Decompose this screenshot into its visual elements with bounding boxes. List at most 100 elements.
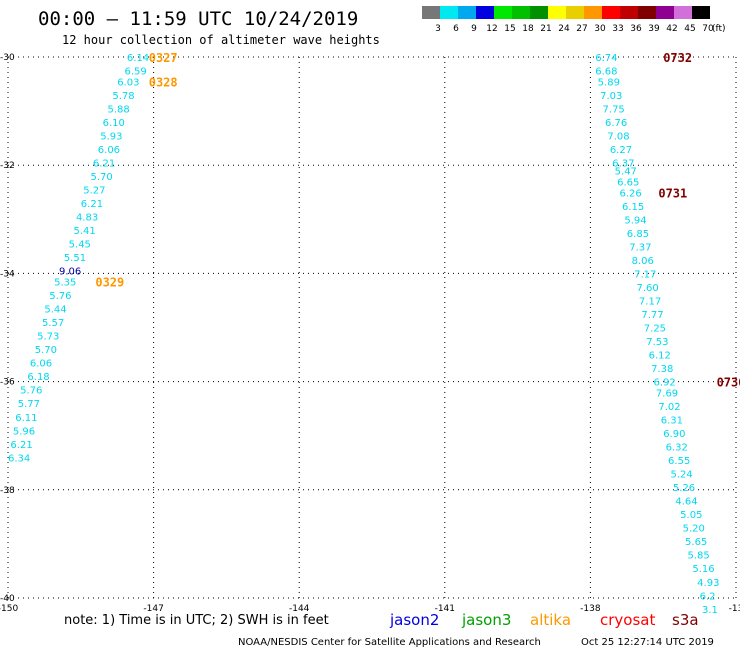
legend-swatch: [512, 6, 530, 19]
legend-label: 39: [648, 24, 660, 34]
legend-swatch: [530, 6, 548, 19]
wave-height-label: 7.77: [641, 310, 663, 321]
wave-height-label: 6.37: [612, 158, 634, 169]
wave-height-label: 3.1: [702, 605, 718, 616]
wave-height-label: 7.38: [651, 364, 673, 375]
legend-label: 42: [666, 24, 677, 34]
wave-height-label: 5.41: [74, 226, 96, 237]
chart-grid: [7, 56, 737, 599]
x-tick-label: -141: [435, 604, 455, 614]
satellite-name: jason3: [461, 611, 511, 629]
wave-height-label: 7.75: [603, 104, 625, 115]
legend-swatch: [656, 6, 674, 19]
legend-swatch: [584, 6, 602, 19]
data-labels: 6.14 6.596.03 5.78 5.88 6.10 5.93 6.06 6.21 5.70…: [8, 53, 719, 616]
wave-height-label: 6.18: [27, 372, 49, 383]
wave-height-label: 6.90: [663, 429, 685, 440]
wave-height-label: 6.21: [81, 199, 103, 210]
legend-label: 21: [540, 24, 551, 34]
legend-unit: (ft): [712, 24, 726, 34]
wave-height-label: 5.51: [64, 253, 86, 264]
legend-swatch: [674, 6, 692, 19]
legend-label: 12: [486, 24, 497, 34]
wave-height-label: 6.14: [127, 53, 149, 64]
time-annotation: 0731: [658, 186, 687, 200]
wave-height-label: 5.05: [680, 510, 702, 521]
wave-height-label: 5.94: [624, 215, 646, 226]
wave-height-label: 4.83: [76, 213, 98, 224]
legend-label: 45: [684, 24, 695, 34]
legend-label: 33: [612, 24, 623, 34]
wave-height-label: 5.65: [685, 537, 707, 548]
wave-height-label: 6.74: [595, 53, 617, 64]
wave-height-label: 5.24: [670, 470, 692, 481]
legend-label: 36: [630, 24, 642, 34]
satellite-name: altika: [530, 611, 571, 629]
wave-height-label: 6.06: [98, 145, 120, 156]
wave-height-label: 6.65: [617, 177, 639, 188]
wave-height-label: 6.11: [15, 413, 37, 424]
credit-text: NOAA/NESDIS Center for Satellite Applica…: [238, 637, 541, 648]
y-tick-label: -34: [0, 269, 15, 279]
legend-label: 27: [576, 24, 587, 34]
x-tick-label: -138: [580, 604, 601, 614]
legend-swatch: [422, 6, 440, 19]
x-tick-label: -150: [0, 604, 18, 614]
wave-height-label: 5.89: [598, 77, 620, 88]
wave-height-label: 5.93: [100, 131, 122, 142]
legend-swatch: [548, 6, 566, 19]
satellite-name: s3a: [672, 611, 699, 629]
wave-height-label: 7.17: [634, 269, 656, 280]
wave-height-label: 6.21: [10, 440, 32, 451]
legend-label: 18: [522, 24, 534, 34]
x-tick-label: -13: [729, 604, 740, 614]
color-legend: 3 6 9 12 15 18 21 24 27 30 33 36 39 42 45 70(ft): [422, 6, 726, 34]
wave-height-label: 5.26: [673, 483, 695, 494]
wave-height-label: 6.59: [124, 67, 146, 78]
wave-height-label: 5.47: [615, 167, 637, 178]
wave-height-label: 5.70: [35, 345, 57, 356]
legend-label: 6: [453, 24, 459, 34]
wave-height-label: 7.17: [639, 296, 661, 307]
wave-height-label: 7.37: [629, 242, 651, 253]
wave-height-label: 5.77: [18, 399, 40, 410]
wave-height-label: 5.20: [683, 524, 705, 535]
chart-title: 00:00 – 11:59 UTC 10/24/2019: [38, 8, 358, 30]
legend-swatch: [458, 6, 476, 19]
wave-height-label: 8.06: [632, 256, 654, 267]
legend-swatch: [476, 6, 494, 19]
wave-height-label: 7.08: [607, 131, 629, 142]
wave-height-label: 6.32: [666, 443, 688, 454]
wave-height-label: 6.21: [93, 158, 115, 169]
wave-height-label: 5.88: [107, 104, 129, 115]
y-tick-label: -32: [0, 161, 15, 171]
time-annotation: 0329: [95, 276, 124, 290]
legend-swatch: [602, 6, 620, 19]
time-annotation: 0327: [149, 51, 178, 65]
wave-height-label: 5.76: [49, 291, 71, 302]
x-tick-label: -147: [143, 604, 163, 614]
wave-height-label: 6.68: [595, 67, 617, 78]
wave-height-label: 6.03: [117, 77, 139, 88]
wave-height-label: 6.2: [700, 591, 716, 602]
wave-height-label: 6.15: [622, 202, 644, 213]
y-tick-label: -30: [0, 53, 15, 63]
satellite-name: jason2: [389, 611, 439, 629]
wave-height-label: 7.02: [658, 402, 680, 413]
chart-subtitle: 12 hour collection of altimeter wave hei…: [62, 33, 380, 47]
y-tick-label: -36: [0, 378, 15, 388]
wave-height-label: 5.76: [20, 386, 42, 397]
footnote: note: 1) Time is in UTC; 2) SWH is in fe…: [64, 613, 329, 628]
wave-height-label: 6.55: [668, 456, 690, 467]
y-tick-label: -38: [0, 486, 15, 496]
legend-label: 70: [702, 24, 714, 34]
legend-swatch: [566, 6, 584, 19]
wave-height-label: 6.06: [30, 359, 52, 370]
wave-height-label: 4.64: [675, 497, 697, 508]
wave-height-label: 6.27: [610, 145, 632, 156]
satellite-name: cryosat: [600, 611, 655, 629]
wave-height-label: 7.69: [656, 388, 678, 399]
wave-height-label: 5.35: [54, 278, 76, 289]
legend-swatch: [638, 6, 656, 19]
